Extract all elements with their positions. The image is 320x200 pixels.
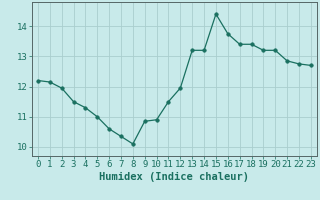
X-axis label: Humidex (Indice chaleur): Humidex (Indice chaleur) [100,172,249,182]
